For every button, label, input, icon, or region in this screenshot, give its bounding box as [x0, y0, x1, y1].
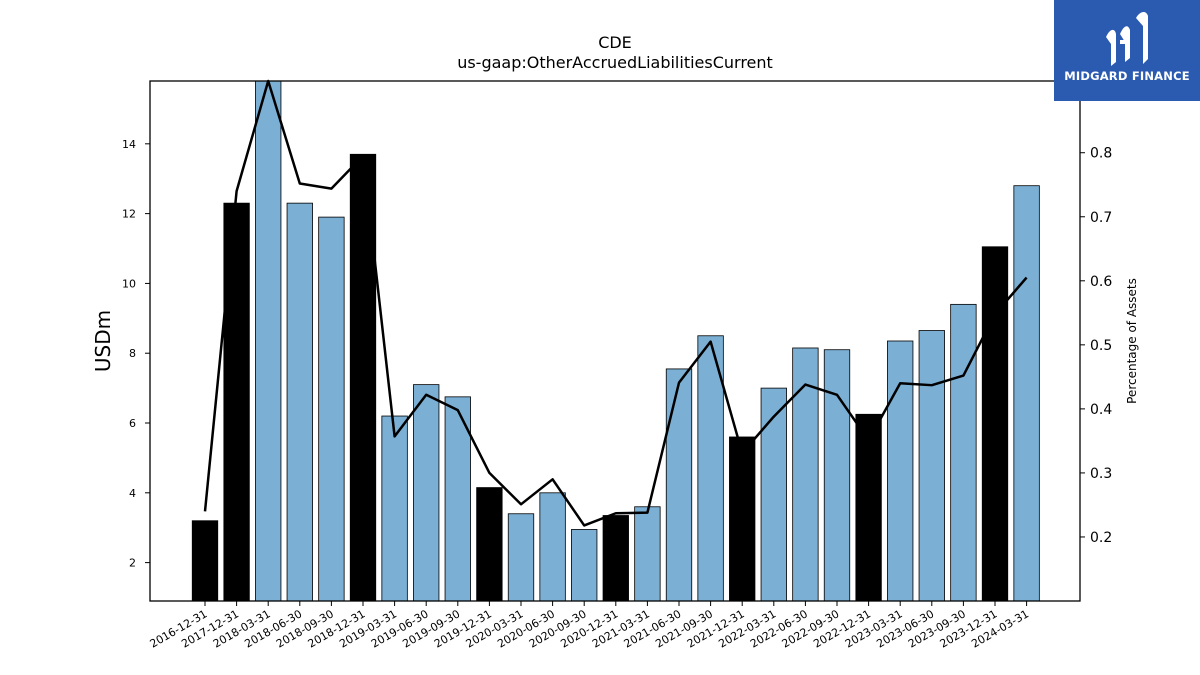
bar-2019-12-31: [476, 487, 503, 602]
y2-tick-label: 0.6: [1090, 274, 1112, 290]
y-axis-right: 0.2 0.3 0.4 0.5 0.6 0.7 0.8: [1080, 146, 1112, 546]
percentage-line: [203, 79, 1028, 527]
midgard-logo-icon: [1106, 12, 1148, 67]
y-tick-label: 4: [129, 487, 136, 500]
bar-2019-03-31: [381, 415, 408, 602]
bar-2021-06-30: [665, 368, 693, 602]
y2-tick-label: 0.8: [1090, 146, 1112, 162]
bar-2019-09-30: [444, 396, 471, 602]
bar-2020-03-31: [507, 513, 535, 602]
bar-2023-12-31: [981, 246, 1009, 602]
bar-2021-09-30: [697, 335, 724, 602]
bar-2023-06-30: [918, 330, 945, 602]
chart-subtitle: us-gaap:OtherAccruedLiabilitiesCurrent: [457, 53, 773, 72]
y-tick-label: 2: [129, 557, 136, 570]
y-tick-label: 14: [122, 138, 136, 151]
bar-2020-09-30: [571, 529, 598, 602]
chart-title: CDE: [598, 33, 632, 52]
y-tick-label: 12: [122, 208, 136, 221]
bar-2019-06-30: [413, 384, 440, 602]
bar-2016-12-31: [191, 520, 219, 602]
bar-series: [191, 80, 1040, 602]
bar-2024-03-31: [1013, 185, 1040, 602]
y-tick-label: 8: [129, 347, 136, 360]
bar-2018-06-30: [286, 202, 313, 602]
bar-2018-09-30: [318, 216, 345, 602]
bar-2017-12-31: [223, 202, 250, 602]
plot-frame: [149, 80, 1081, 602]
bar-2020-12-31: [602, 515, 629, 602]
bar-2023-03-31: [887, 340, 914, 602]
y-tick-label: 10: [122, 277, 136, 290]
bar-2021-12-31: [729, 436, 756, 602]
bar-2022-09-30: [823, 349, 851, 602]
y2-tick-label: 0.7: [1090, 210, 1112, 226]
x-axis: 2016-12-312017-12-312018-03-312018-06-30…: [148, 601, 1031, 651]
bar-2018-12-31: [349, 153, 377, 602]
y-axis-left: 2 4 6 8 10 12 14: [122, 138, 150, 570]
brand-name: MIDGARD FINANCE: [1064, 69, 1190, 83]
y-axis-label: USDm: [91, 310, 115, 372]
bar-2018-03-31: [255, 80, 282, 602]
y2-tick-label: 0.2: [1090, 530, 1112, 546]
y2-tick-label: 0.3: [1090, 466, 1112, 482]
bar-2022-06-30: [792, 347, 819, 602]
brand-logo: MIDGARD FINANCE: [1054, 0, 1200, 101]
bar-2020-06-30: [539, 492, 566, 602]
y-tick-label: 6: [129, 417, 136, 430]
y2-axis-label: Percentage of Assets: [1125, 278, 1139, 404]
bar-2022-03-31: [760, 387, 787, 602]
y2-tick-label: 0.4: [1090, 402, 1112, 418]
bar-2022-12-31: [855, 413, 882, 602]
bar-2023-09-30: [950, 303, 977, 602]
y2-tick-label: 0.5: [1090, 338, 1112, 354]
bar-2021-03-31: [634, 506, 661, 602]
